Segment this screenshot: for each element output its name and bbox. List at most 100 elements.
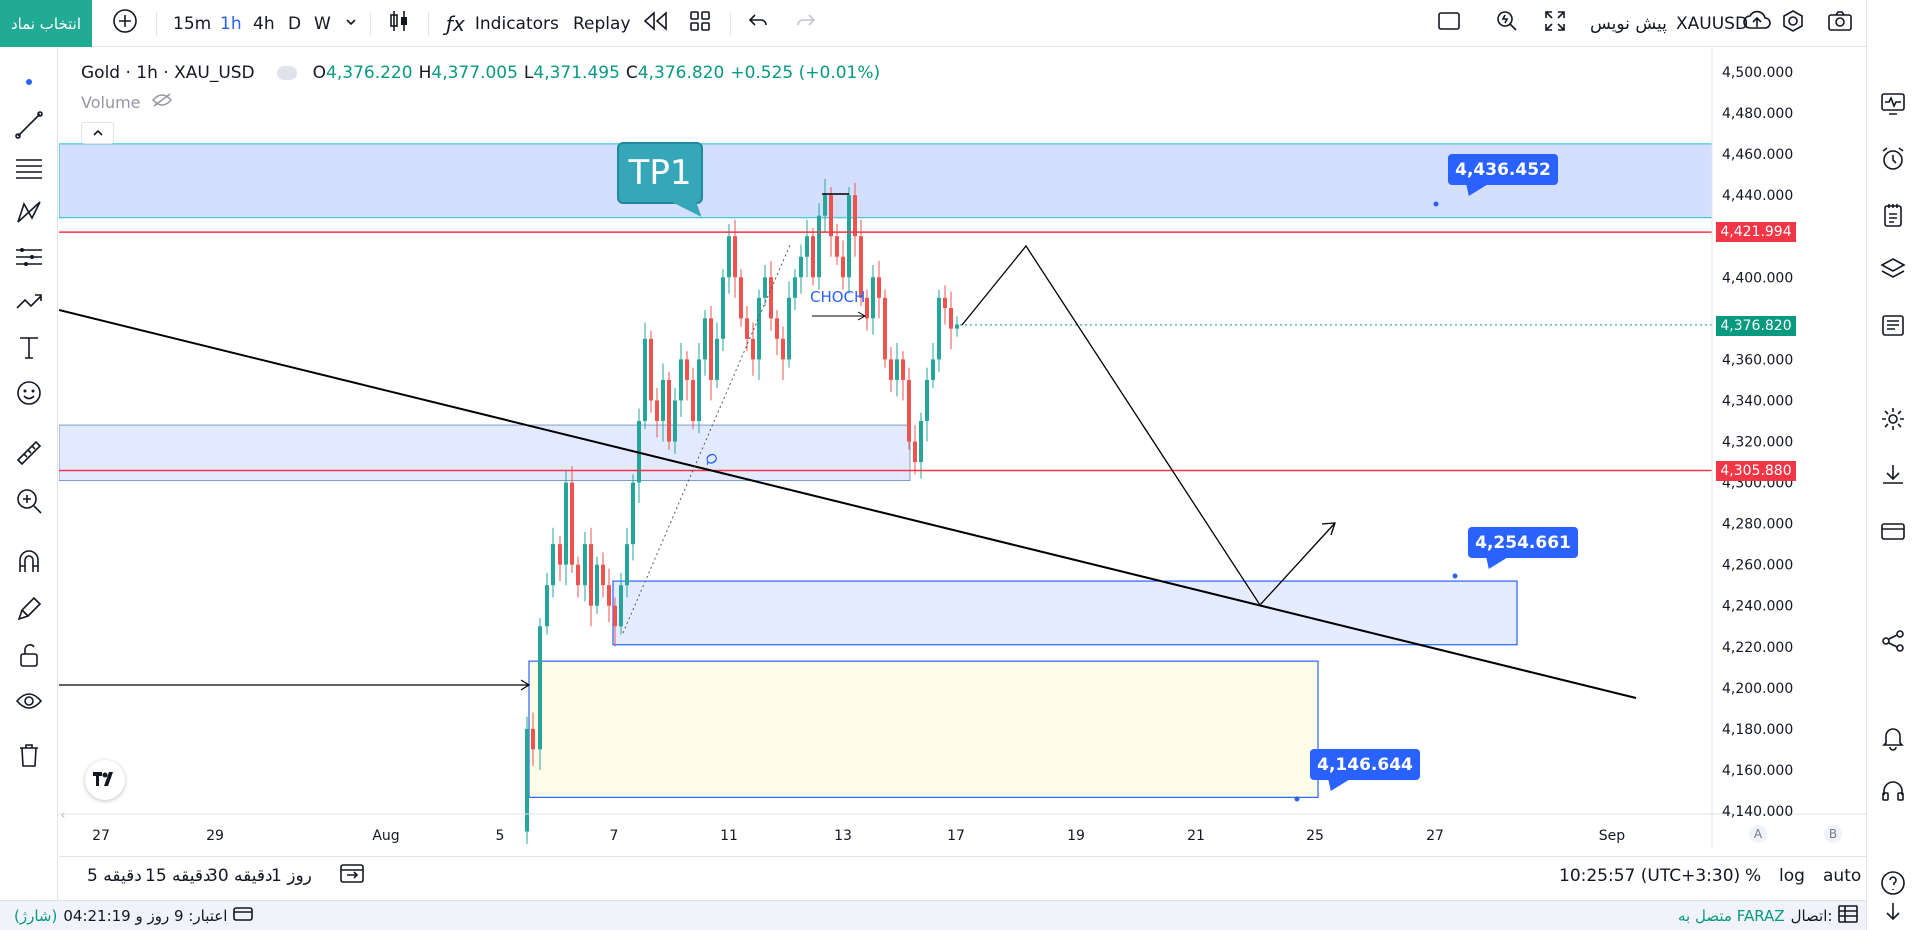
share-button[interactable] (1878, 628, 1908, 658)
remove-drawings-tool[interactable] (14, 742, 44, 772)
interval-d[interactable]: D (288, 13, 302, 34)
chevron-down-icon (344, 14, 358, 34)
range-30m[interactable]: 30 دقیقه (207, 865, 273, 886)
watchlist-button[interactable] (1878, 90, 1908, 120)
cursor-tool[interactable] (14, 66, 44, 96)
scroll-down-button[interactable] (1878, 898, 1908, 928)
square-icon (1436, 8, 1462, 39)
scale-b-button[interactable]: B (1824, 825, 1842, 843)
payment-button[interactable] (1878, 518, 1908, 548)
candle-body (538, 626, 542, 750)
layouts-button[interactable] (688, 0, 712, 47)
interval-15m[interactable]: 15m (173, 13, 212, 34)
share-icon (1879, 627, 1907, 659)
choch-label[interactable]: CHOCH (810, 288, 866, 306)
price-tag-upper-red: 4,421.994 (1716, 222, 1796, 242)
price-callout-bottom[interactable]: 4,146.644 (1310, 749, 1420, 780)
calendar-arrow-icon (339, 862, 365, 889)
redo-icon (794, 9, 818, 38)
pattern-tool[interactable] (14, 200, 44, 230)
price-tick-label: 4,280.000 (1722, 517, 1793, 533)
candle-body (601, 564, 605, 586)
notepad-icon (1879, 201, 1907, 233)
replay-button[interactable]: Replay (573, 0, 669, 47)
card-icon (233, 906, 254, 926)
notifications-button[interactable] (1878, 724, 1908, 754)
settings-gear-button[interactable] (1878, 406, 1908, 436)
expand-button[interactable] (1542, 0, 1568, 47)
tradingview-logo[interactable] (85, 760, 125, 800)
price-tick-label: 4,220.000 (1722, 640, 1793, 656)
settings-button[interactable] (1780, 0, 1806, 47)
date-range-button[interactable] (339, 857, 365, 894)
price-callout-mid[interactable]: 4,254.661 (1468, 527, 1578, 558)
interval-dropdown[interactable] (344, 0, 358, 47)
lock-drawings-tool[interactable] (14, 642, 44, 672)
candle-body (551, 544, 555, 586)
legend-menu-icon[interactable] (276, 66, 297, 80)
list-button[interactable] (1878, 312, 1908, 342)
trend-line-tool[interactable] (14, 111, 44, 142)
hide-drawings-tool[interactable] (14, 688, 44, 718)
symbol-ticker: XAUUSD (1676, 13, 1749, 34)
range-15m[interactable]: 15 دقیقه (145, 865, 211, 886)
interval-w[interactable]: W (314, 13, 331, 34)
drawing-toolbar (0, 48, 58, 900)
log-toggle[interactable]: log (1779, 865, 1805, 886)
range-1d[interactable]: 1 روز (271, 865, 312, 886)
candle-body (805, 236, 809, 257)
price-callout-top[interactable]: 4,436.452 (1448, 154, 1558, 185)
add-symbol-button[interactable] (112, 0, 138, 47)
clock-timezone[interactable]: 10:25:57 (UTC+3:30) (1559, 865, 1741, 886)
auto-toggle[interactable]: auto (1823, 865, 1862, 886)
emoji-tool[interactable] (14, 380, 44, 410)
download-button[interactable] (1878, 462, 1908, 492)
candle-body (673, 400, 677, 442)
range-5m[interactable]: 5 دقیقه (87, 865, 142, 886)
left-panel-collapse-handle[interactable]: ‹ (60, 808, 66, 822)
text-tool[interactable] (14, 334, 44, 364)
price-tick-label: 4,140.000 (1722, 804, 1793, 820)
support-button[interactable] (1878, 778, 1908, 808)
undo-button[interactable] (746, 0, 770, 47)
notes-button[interactable] (1878, 202, 1908, 232)
interval-4h[interactable]: 4h (253, 13, 275, 34)
collapse-legend-button[interactable] (81, 122, 114, 144)
symbol-title[interactable]: Gold · 1h · XAU_USD (81, 63, 255, 83)
candle-body (859, 236, 863, 298)
credit-card-icon (1879, 517, 1907, 549)
zoom-tool[interactable] (14, 488, 44, 518)
magnet-tool[interactable] (14, 548, 44, 578)
close-label: C (625, 63, 638, 83)
fib-tool[interactable] (14, 156, 44, 186)
cloud-save-button[interactable] (1742, 0, 1772, 47)
help-button[interactable] (1878, 870, 1908, 900)
candle-body (564, 482, 568, 565)
indicators-button[interactable]: ƒx Indicators (446, 0, 559, 47)
screenshot-button[interactable] (1826, 0, 1854, 47)
draw-mode-tool[interactable] (14, 596, 44, 626)
layers-button[interactable] (1878, 256, 1908, 286)
time-tick-label: Aug (372, 828, 399, 844)
interval-1h[interactable]: 1h (220, 13, 242, 34)
time-tick-label: 13 (834, 828, 852, 844)
percent-toggle[interactable]: % (1745, 865, 1762, 886)
projection-path (961, 244, 1336, 607)
measure-tool[interactable] (14, 440, 44, 470)
chart-pane[interactable]: Q 4,500.000 4,480.000 4,460.000 4,440.000 4,… (59, 48, 1866, 848)
forecast-tool[interactable] (14, 288, 44, 318)
fullscreen-toggle-button[interactable] (1436, 0, 1462, 47)
eye-crossed-icon[interactable] (151, 92, 173, 112)
candle-body (871, 277, 875, 319)
redo-button[interactable] (794, 0, 818, 47)
tp1-callout[interactable]: TP1 (617, 142, 703, 204)
projection-tool[interactable] (14, 244, 44, 274)
alerts-clock-button[interactable] (1878, 146, 1908, 176)
pulse-monitor-icon (1879, 89, 1907, 121)
recharge-link[interactable]: (شارژ) (14, 907, 58, 925)
symbol-select-button[interactable]: انتخاب نماد (0, 0, 92, 47)
quick-search-button[interactable] (1494, 0, 1520, 47)
scale-a-button[interactable]: A (1749, 825, 1767, 843)
chart-type-button[interactable] (386, 0, 412, 47)
chart-canvas[interactable]: Q 4,500.0004,480.0004,460.0004,440.0004,… (59, 48, 1866, 848)
